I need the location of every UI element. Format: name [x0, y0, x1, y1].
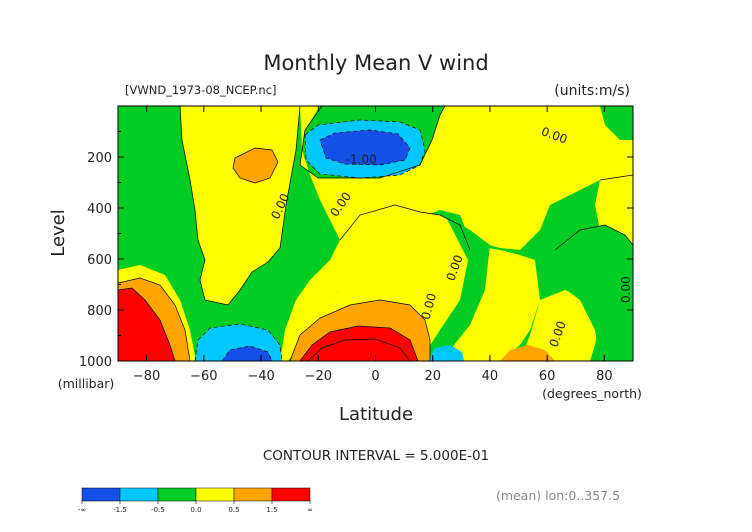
x-tick-label: 0	[371, 369, 379, 384]
colorbar-label: ∞	[307, 506, 313, 514]
contour-value-label: 0.00	[419, 292, 439, 321]
colorbar-swatch	[119, 487, 159, 502]
colorbar-label: 0.5	[228, 506, 239, 514]
x-tick-label: 20	[424, 369, 441, 384]
contour-interval-label: CONTOUR INTERVAL = 5.000E-01	[263, 448, 489, 464]
colorbar-label: 0.0	[190, 506, 201, 514]
colorbar-label: -1.5	[113, 506, 127, 514]
region-red-central-surface	[300, 326, 418, 361]
y-axis: 200 400 600 800 1000	[79, 131, 633, 370]
x-tick-label: 80	[596, 369, 613, 384]
region-cyan-surface-20n	[428, 345, 464, 361]
colorbar: -∞ -1.5 -0.5 0.0 0.5 1.5 ∞	[78, 487, 313, 514]
colorbar-swatch	[233, 487, 273, 502]
contour-value-label: 0.00	[619, 276, 633, 303]
contour-lines	[118, 106, 633, 361]
y-tick-label: 1000	[79, 355, 112, 370]
region-positive-subpolar	[520, 290, 600, 361]
colorbar-label: -0.5	[151, 506, 165, 514]
contour-lines-negative	[194, 119, 426, 361]
averaging-note: (mean) lon:0..357.5	[496, 488, 620, 503]
x-axis-unit: (degrees_north)	[542, 386, 642, 401]
y-tick-label: 600	[87, 253, 112, 268]
colorbar-swatch	[195, 487, 235, 502]
x-tick-label: −20	[305, 369, 332, 384]
x-tick-label: 40	[482, 369, 499, 384]
file-label: [VWND_1973-08_NCEP.nc]	[125, 83, 277, 97]
region-negative-pocket-east	[420, 215, 490, 361]
region-red-south-surface	[118, 288, 175, 361]
colorbar-swatch	[157, 487, 197, 502]
contour-field	[118, 106, 633, 361]
y-axis-title: Level	[48, 209, 69, 257]
region-blue-south-surface	[222, 346, 272, 361]
colorbar-swatch	[81, 487, 121, 502]
x-axis-title: Latitude	[339, 404, 413, 425]
colorbar-swatch	[271, 487, 311, 502]
y-axis-unit: (millibar)	[58, 376, 115, 391]
contour-value-label: -1.00	[346, 152, 377, 166]
x-tick-label: −40	[247, 369, 274, 384]
chart-title: Monthly Mean V wind	[263, 51, 488, 75]
colorbar-label: -∞	[78, 506, 86, 514]
x-axis: −80 −60 −40 −20 0 20 40 60 80	[133, 106, 613, 384]
x-tick-label: 60	[539, 369, 556, 384]
y-tick-label: 800	[87, 304, 112, 319]
x-tick-label: −60	[190, 369, 217, 384]
x-tick-label: −80	[133, 369, 160, 384]
region-negative-polar	[555, 225, 633, 361]
region-orange-upper	[233, 148, 278, 183]
y-tick-label: 400	[87, 202, 112, 217]
region-orange-subpolar-surface	[500, 345, 555, 361]
units-label: (units:m/s)	[554, 83, 630, 99]
y-tick-label: 200	[87, 151, 112, 166]
colorbar-label: 1.5	[266, 506, 277, 514]
region-blue-jet	[320, 130, 410, 165]
region-positive-north	[280, 106, 633, 361]
